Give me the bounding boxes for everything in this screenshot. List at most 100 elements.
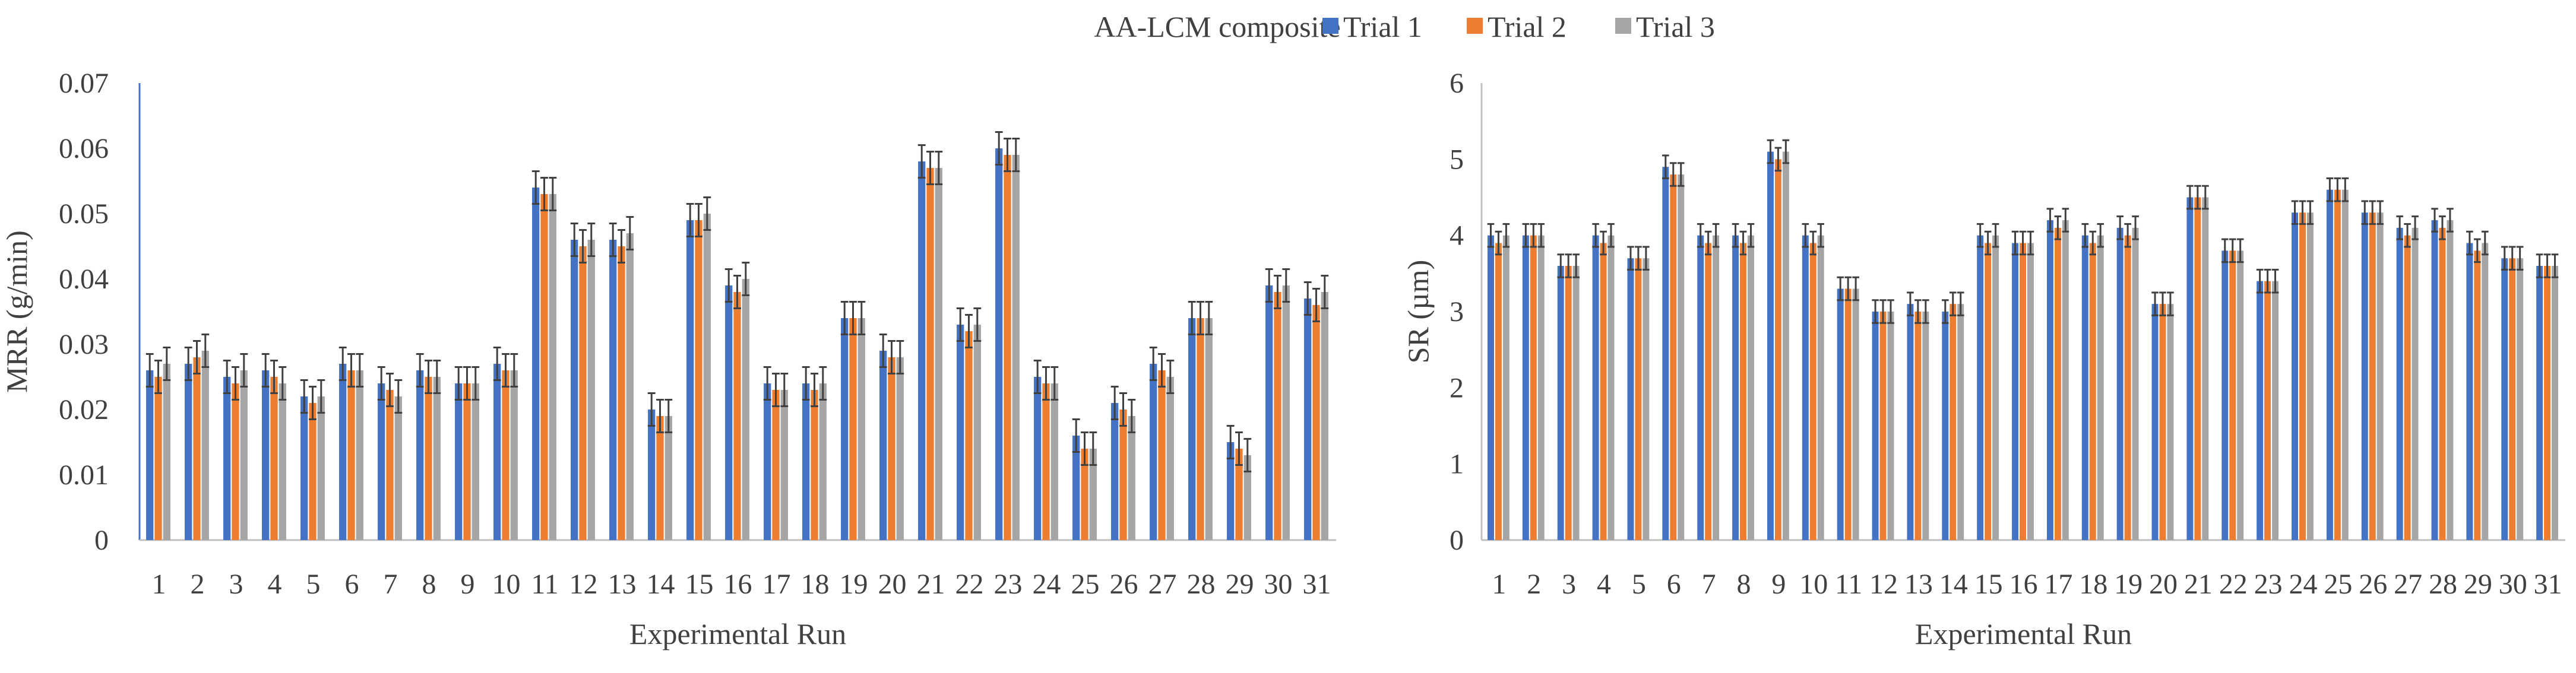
bar-trial-1	[1837, 288, 1844, 540]
bar-trial-1	[995, 148, 1003, 540]
bar-trial-2	[1635, 258, 1642, 540]
x-tick-label: 31	[2534, 569, 2562, 600]
x-tick-label: 15	[685, 569, 714, 600]
bar-trial-3	[1572, 266, 1580, 540]
bar-trial-3	[510, 370, 518, 540]
bar-trial-1	[2257, 281, 2264, 540]
bar-trial-2	[2334, 189, 2341, 541]
legend-swatch-trial-1	[1322, 18, 1338, 34]
y-tick-label: 0.05	[59, 198, 109, 230]
x-tick-label: 15	[1974, 569, 2003, 600]
bar-trial-1	[879, 351, 887, 540]
bar-trial-1	[1907, 304, 1914, 540]
bar-trial-2	[733, 292, 741, 540]
x-tick-label: 11	[531, 569, 558, 600]
bar-trial-2	[1565, 266, 1572, 540]
x-tick-label: 29	[2464, 569, 2492, 600]
bar-trial-3	[1321, 292, 1328, 540]
bar-trial-1	[1111, 403, 1119, 540]
bar-trial-1	[339, 364, 347, 540]
y-tick-label: 1	[1450, 449, 1464, 480]
bar-trial-2	[540, 194, 548, 540]
bar-trial-2	[270, 377, 278, 540]
y-tick-label: 0	[1450, 525, 1464, 556]
bar-trial-3	[2517, 258, 2524, 540]
x-tick-label: 5	[306, 569, 321, 600]
bar-trial-3	[703, 214, 711, 540]
x-tick-label: 18	[2079, 569, 2107, 600]
x-tick-label: 17	[762, 569, 791, 600]
bar-trial-2	[656, 416, 664, 540]
bar-trial-2	[2404, 235, 2411, 541]
bar-trial-2	[2369, 212, 2376, 541]
bar-trial-2	[695, 220, 702, 540]
legend-swatch-trial-2	[1467, 18, 1483, 34]
bar-trial-2	[1705, 243, 1712, 540]
x-tick-label: 31	[1303, 569, 1331, 600]
bar-trial-3	[1922, 312, 1929, 540]
bar-trial-1	[2396, 227, 2403, 540]
x-tick-label: 5	[1632, 569, 1646, 600]
bar-trial-3	[2447, 220, 2454, 540]
bar-trial-1	[2116, 227, 2124, 540]
bar-trial-2	[1197, 318, 1204, 540]
bar-trial-3	[394, 396, 402, 540]
y-axis-title: MRR (g/min)	[0, 230, 33, 393]
bar-trial-1	[532, 188, 540, 540]
bar-trial-2	[1158, 370, 1166, 540]
bar-trial-3	[2341, 189, 2349, 541]
bar-trial-1	[648, 409, 656, 540]
bar-trial-2	[463, 383, 471, 540]
bar-trial-1	[764, 383, 771, 540]
x-tick-label: 12	[569, 569, 598, 600]
y-tick-label: 3	[1450, 296, 1464, 328]
x-tick-label: 7	[1702, 569, 1716, 600]
bar-trial-3	[2097, 235, 2104, 541]
bar-trial-1	[609, 240, 617, 540]
x-tick-label: 25	[2324, 569, 2352, 600]
bar-trial-1	[2186, 197, 2194, 540]
bar-trial-2	[1985, 243, 1992, 540]
bar-trial-3	[279, 383, 286, 540]
y-tick-label: 0	[94, 525, 109, 556]
bar-trial-1	[262, 370, 270, 540]
y-tick-label: 0.03	[59, 329, 109, 360]
bar-trial-2	[2054, 227, 2061, 540]
y-tick-label: 0.04	[59, 264, 109, 295]
bar-trial-3	[1502, 235, 1509, 541]
y-tick-label: 0.07	[59, 68, 109, 99]
bar-trial-1	[2501, 258, 2508, 540]
x-tick-label: 16	[724, 569, 752, 600]
x-tick-label: 20	[2149, 569, 2178, 600]
bar-trial-2	[1809, 243, 1817, 540]
bar-trial-1	[1557, 266, 1564, 540]
x-tick-label: 13	[1904, 569, 1933, 600]
y-tick-label: 4	[1450, 220, 1464, 252]
bar-trial-2	[1740, 243, 1747, 540]
x-tick-label: 14	[1939, 569, 1968, 600]
bar-trial-3	[2376, 212, 2384, 541]
bar-trial-3	[163, 364, 170, 540]
bar-trial-2	[849, 318, 857, 540]
bar-trial-1	[300, 396, 308, 540]
x-tick-label: 3	[1562, 569, 1576, 600]
x-tick-label: 9	[461, 569, 475, 600]
legend-label-trial-3: Trial 3	[1636, 10, 1715, 43]
y-tick-label: 2	[1450, 372, 1464, 404]
bar-trial-2	[2264, 281, 2271, 540]
x-tick-label: 19	[2114, 569, 2143, 600]
bar-trial-3	[1643, 258, 1650, 540]
y-tick-label: 0.02	[59, 394, 109, 426]
bar-trial-2	[154, 377, 162, 540]
bar-trial-2	[888, 357, 895, 540]
x-tick-label: 23	[994, 569, 1023, 600]
x-tick-label: 28	[1187, 569, 1216, 600]
y-tick-label: 6	[1450, 68, 1464, 99]
bar-trial-1	[1697, 235, 1704, 541]
x-tick-label: 6	[345, 569, 359, 600]
bar-trial-2	[1119, 409, 1127, 540]
bar-trial-3	[2272, 281, 2279, 540]
x-tick-label: 27	[1148, 569, 1177, 600]
bar-trial-3	[549, 194, 556, 540]
